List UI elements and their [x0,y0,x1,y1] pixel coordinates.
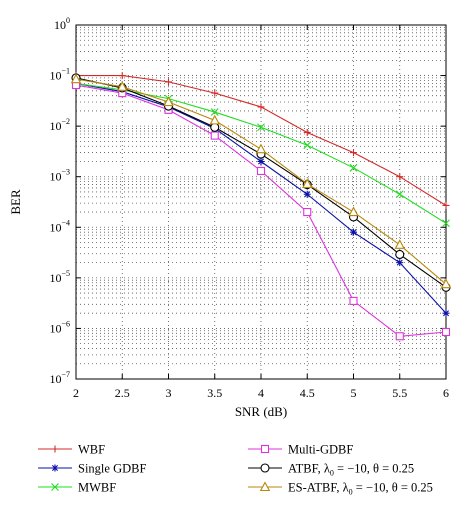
grid [76,25,446,379]
data-point [255,143,267,154]
data-point [210,122,220,132]
data-point [303,190,311,198]
data-point [395,332,404,341]
series-group [70,72,452,341]
x-tick-label: 5.5 [392,386,407,400]
x-tick-label: 3 [166,386,172,400]
legend-item: MWBF [38,481,116,495]
x-tick-label: 2.5 [115,386,130,400]
legend-label: MWBF [78,481,116,495]
data-point [302,178,313,188]
data-point [257,103,265,111]
series-0 [72,72,450,209]
data-point [117,81,128,91]
legend-item: ATBF, λ0 = −10, θ = 0.25 [248,462,414,478]
legend-marker [51,445,59,453]
series-5 [70,73,452,289]
data-point [395,249,405,260]
x-tick-label: 3.5 [207,386,222,400]
legend-label: Multi-GDBF [288,443,353,457]
data-point [256,166,266,176]
legend-marker [260,444,270,454]
data-point [210,131,219,140]
legend-marker [51,483,59,491]
x-tick-label: 4 [258,386,264,400]
legend-marker [51,464,59,472]
data-point [440,278,452,289]
data-point [350,228,357,236]
data-point [396,173,404,181]
data-point [165,78,172,86]
data-point [210,108,219,116]
legend-label: WBF [78,443,105,457]
data-point [303,141,312,150]
x-tick-label: 5 [351,386,357,400]
data-point [350,149,357,157]
data-point [209,114,220,125]
legend-item: WBF [38,443,105,457]
legend-item: ES-ATBF, λ0 = −10, θ = 0.25 [248,481,433,497]
data-point [442,201,450,209]
data-point [118,72,126,80]
data-point [442,219,450,228]
legend: WBF Single GDBF MWBF Multi-GDBF ATBF, λ0 = −… [38,443,433,497]
x-axis-label: SNR (dB) [235,404,287,419]
data-point [70,73,82,84]
legend-marker [260,463,270,473]
x-tick-label: 4.5 [300,386,315,400]
data-point [303,128,311,136]
legend-label: ATBF, λ0 = −10, θ = 0.25 [288,462,414,478]
legend-label: Single GDBF [78,462,146,476]
legend-item: Multi-GDBF [248,443,353,457]
data-point [349,163,358,172]
legend-marker [259,481,271,492]
data-point [394,239,405,249]
data-point [257,123,265,132]
data-point [303,208,312,217]
data-point [396,259,404,267]
data-point [211,89,219,97]
x-tick-label: 2 [73,386,79,400]
legend-label: ES-ATBF, λ0 = −10, θ = 0.25 [288,481,433,497]
data-point [441,327,451,337]
data-point [349,296,358,305]
legend-item: Single GDBF [38,462,146,476]
x-tick-label: 6 [443,386,449,400]
data-point [257,157,265,165]
data-point [348,206,359,217]
data-point [395,190,404,199]
y-axis-label: BER [8,189,23,215]
data-point [442,309,450,317]
data-point [163,96,174,107]
